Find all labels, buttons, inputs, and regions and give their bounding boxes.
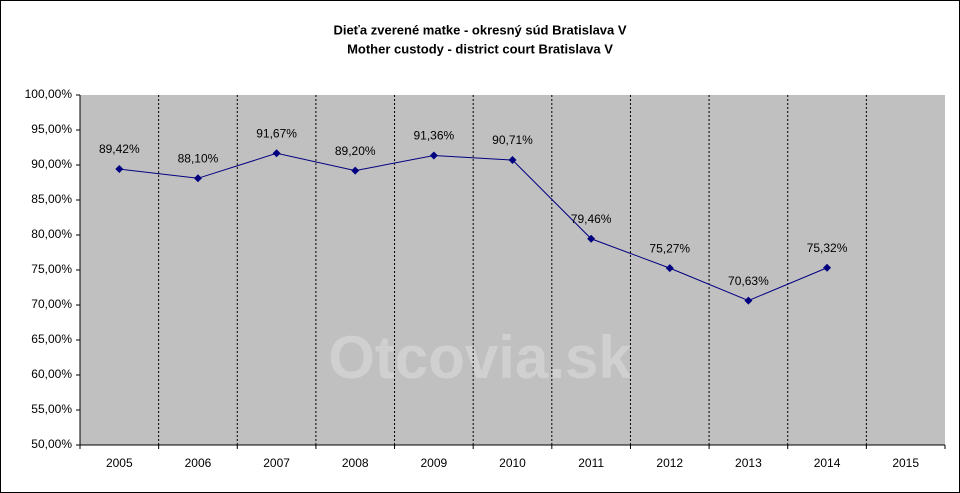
y-tick-label: 65,00%	[31, 332, 72, 346]
data-label: 70,63%	[728, 274, 769, 288]
chart-title: Dieťa zverené matke - okresný súd Bratis…	[333, 22, 626, 37]
x-tick-label: 2015	[892, 456, 919, 470]
x-tick-label: 2014	[814, 456, 841, 470]
x-tick-label: 2005	[106, 456, 133, 470]
y-tick-label: 100,00%	[25, 87, 73, 101]
x-tick-label: 2010	[499, 456, 526, 470]
data-point	[429, 151, 438, 160]
data-point	[272, 149, 281, 158]
x-tick-label: 2011	[578, 456, 604, 470]
y-tick-label: 95,00%	[31, 122, 72, 136]
data-point	[508, 156, 517, 165]
data-label: 79,46%	[571, 212, 612, 226]
y-tick-label: 70,00%	[31, 297, 72, 311]
y-tick-label: 50,00%	[31, 437, 72, 451]
data-line	[119, 152, 828, 302]
plot-area	[80, 95, 945, 445]
y-tick-label: 55,00%	[31, 402, 72, 416]
data-point	[744, 296, 753, 305]
x-tick-label: 2013	[735, 456, 762, 470]
data-point	[665, 264, 674, 273]
data-point	[115, 165, 124, 174]
data-point	[193, 174, 202, 183]
data-label: 91,67%	[256, 126, 297, 140]
y-tick-label: 80,00%	[31, 227, 72, 241]
data-label: 75,32%	[807, 241, 848, 255]
y-tick-label: 60,00%	[31, 367, 72, 381]
data-point	[823, 263, 832, 272]
data-point	[587, 234, 596, 243]
data-label: 89,42%	[99, 142, 140, 156]
data-label: 88,10%	[178, 151, 219, 165]
chart-subtitle: Mother custody - district court Bratisla…	[347, 41, 613, 56]
x-tick-label: 2009	[421, 456, 448, 470]
data-label: 89,20%	[335, 144, 376, 158]
x-tick-label: 2012	[656, 456, 683, 470]
x-tick-label: 2008	[342, 456, 369, 470]
y-tick-label: 85,00%	[31, 192, 72, 206]
data-point	[351, 166, 360, 175]
data-label: 91,36%	[414, 129, 455, 143]
x-tick-label: 2007	[263, 456, 290, 470]
watermark: Otcovia.sk	[328, 324, 632, 391]
x-tick-label: 2006	[185, 456, 212, 470]
y-tick-label: 75,00%	[31, 262, 72, 276]
data-label: 90,71%	[492, 133, 533, 147]
y-tick-label: 90,00%	[31, 157, 72, 171]
data-label: 75,27%	[649, 241, 690, 255]
